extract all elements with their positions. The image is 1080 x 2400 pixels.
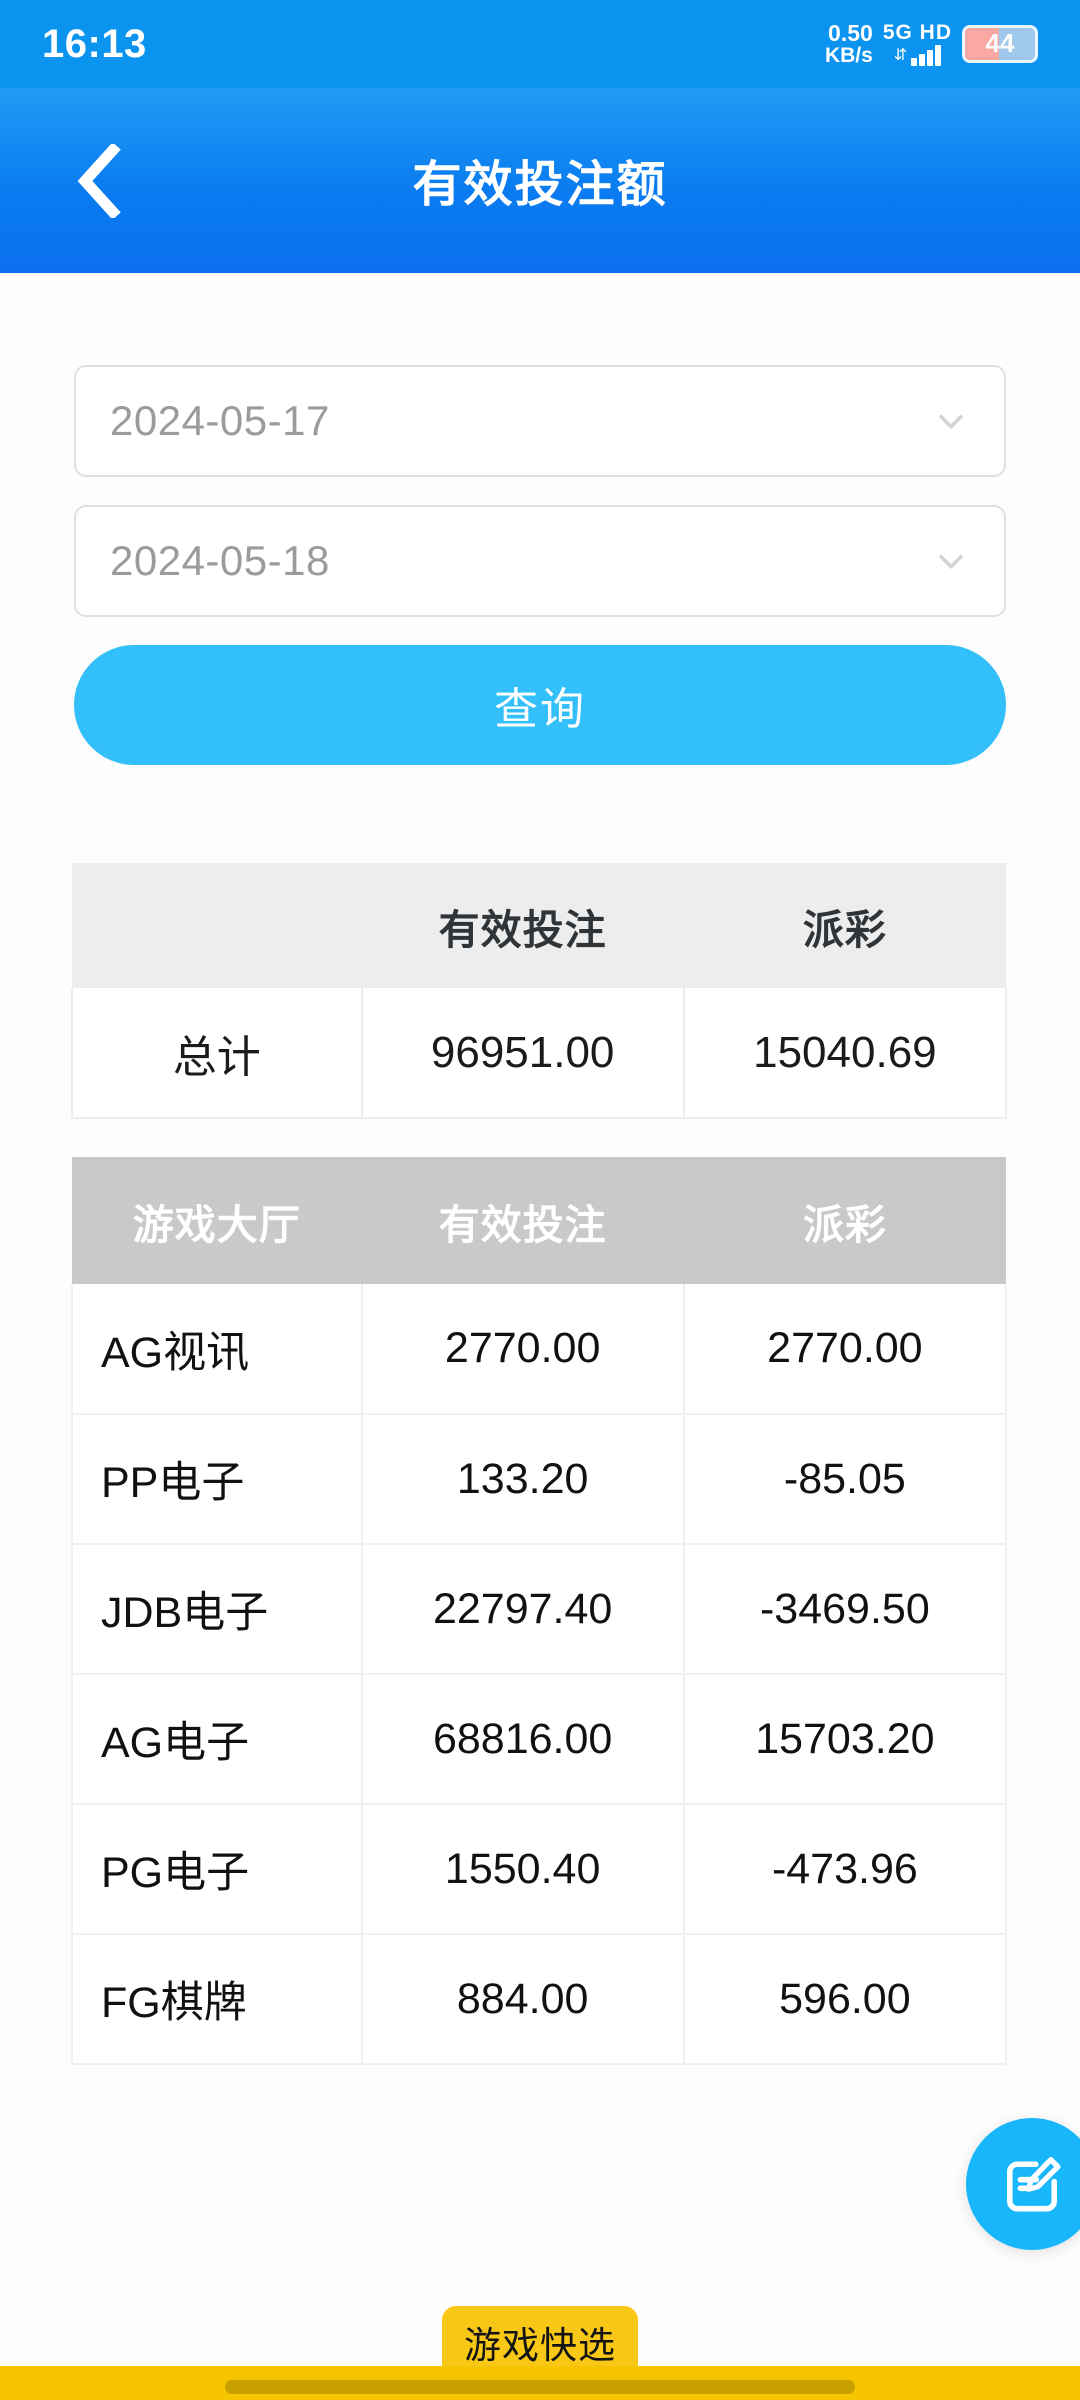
- detail-row-payout: 15703.20: [683, 1674, 1008, 1805]
- table-row: PP电子 133.20 -85.05: [71, 1414, 1008, 1545]
- chevron-down-icon: [939, 414, 963, 429]
- detail-row-valid-bet: 133.20: [361, 1414, 685, 1545]
- summary-table: 有效投注 派彩 总计 96951.00 15040.69: [71, 863, 1008, 1119]
- network-speed-unit: KB/s: [824, 43, 873, 67]
- detail-row-lobby: AG电子: [71, 1674, 363, 1805]
- summary-row-payout: 15040.69: [683, 988, 1008, 1119]
- filter-form: 2024-05-17 2024-05-18 查询: [0, 365, 1080, 765]
- network-speed-indicator: 0.50 KB/s: [824, 19, 873, 67]
- detail-row-lobby: PG电子: [71, 1804, 363, 1935]
- page-header: 有效投注额: [0, 88, 1080, 273]
- detail-row-lobby: PP电子: [71, 1414, 363, 1545]
- status-indicators: 0.50 KB/s 5G HD ⇵ 44: [824, 19, 1038, 67]
- start-date-select[interactable]: 2024-05-17: [74, 365, 1006, 477]
- page-title: 有效投注额: [412, 158, 668, 212]
- end-date-select[interactable]: 2024-05-18: [74, 505, 1006, 617]
- detail-row-valid-bet: 68816.00: [361, 1674, 685, 1805]
- detail-row-valid-bet: 1550.40: [361, 1804, 685, 1935]
- network-type-label: 5G HD: [882, 20, 952, 44]
- detail-table: 游戏大厅 有效投注 派彩 AG视讯 2770.00 2770.00 PP电子 1…: [71, 1157, 1008, 2065]
- table-row: FG棋牌 884.00 596.00: [71, 1934, 1008, 2065]
- detail-row-lobby: FG棋牌: [71, 1934, 363, 2065]
- table-row: AG视讯 2770.00 2770.00: [71, 1284, 1008, 1415]
- battery-icon: 44: [962, 24, 1038, 63]
- summary-header-payout: 派彩: [683, 863, 1006, 988]
- summary-table-header-row: 有效投注 派彩: [72, 863, 1006, 988]
- summary-row-label: 总计: [71, 988, 363, 1119]
- table-row: PG电子 1550.40 -473.96: [71, 1804, 1008, 1935]
- home-indicator-handle[interactable]: [225, 2380, 855, 2394]
- edit-note-icon: [1007, 2157, 1061, 2212]
- summary-row-valid-bet: 96951.00: [361, 988, 685, 1119]
- detail-row-payout: 596.00: [683, 1934, 1008, 2065]
- query-button[interactable]: 查询: [74, 645, 1006, 765]
- battery-level-label: 44: [985, 28, 1015, 59]
- detail-row-valid-bet: 2770.00: [361, 1284, 685, 1415]
- signal-bars-icon: ⇵: [893, 44, 942, 67]
- back-button[interactable]: [62, 143, 134, 218]
- end-date-value: 2024-05-18: [110, 537, 330, 584]
- edit-fab-button[interactable]: [966, 2118, 1080, 2250]
- detail-header-lobby: 游戏大厅: [72, 1157, 362, 1284]
- network-speed-value: 0.50: [828, 19, 873, 46]
- detail-header-valid-bet: 有效投注: [361, 1157, 684, 1284]
- summary-header-valid-bet: 有效投注: [361, 863, 684, 988]
- chevron-left-icon: [77, 143, 121, 218]
- start-date-value: 2024-05-17: [110, 397, 330, 444]
- status-clock: 16:13: [42, 21, 147, 66]
- summary-header-blank: [72, 863, 362, 988]
- table-row: AG电子 68816.00 15703.20: [71, 1674, 1008, 1805]
- signal-indicator: 5G HD ⇵: [882, 20, 952, 67]
- detail-row-payout: -473.96: [683, 1804, 1008, 1935]
- detail-row-valid-bet: 884.00: [361, 1934, 685, 2065]
- detail-row-lobby: AG视讯: [71, 1284, 363, 1415]
- chevron-down-icon: [939, 554, 963, 569]
- detail-row-lobby: JDB电子: [71, 1544, 363, 1675]
- status-bar: 16:13 0.50 KB/s 5G HD ⇵ 44: [0, 0, 1080, 88]
- detail-row-payout: -3469.50: [683, 1544, 1008, 1675]
- detail-header-payout: 派彩: [683, 1157, 1006, 1284]
- detail-row-payout: 2770.00: [683, 1284, 1008, 1415]
- detail-row-payout: -85.05: [683, 1414, 1008, 1545]
- table-row: JDB电子 22797.40 -3469.50: [71, 1544, 1008, 1675]
- table-row: 总计 96951.00 15040.69: [71, 988, 1008, 1119]
- detail-row-valid-bet: 22797.40: [361, 1544, 685, 1675]
- bottom-navigation-bar: [0, 2366, 1080, 2400]
- data-transfer-icon: ⇵: [893, 47, 908, 65]
- detail-table-header-row: 游戏大厅 有效投注 派彩: [72, 1157, 1006, 1284]
